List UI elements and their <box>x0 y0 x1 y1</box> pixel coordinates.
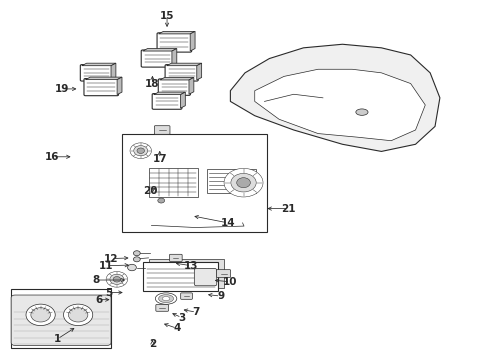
Text: 6: 6 <box>95 295 102 305</box>
Bar <box>207 169 256 193</box>
Polygon shape <box>154 92 185 95</box>
Text: 9: 9 <box>217 291 224 301</box>
FancyBboxPatch shape <box>158 79 191 95</box>
Polygon shape <box>85 77 122 80</box>
Circle shape <box>26 304 55 325</box>
Polygon shape <box>172 49 177 66</box>
Polygon shape <box>82 63 116 66</box>
Circle shape <box>231 174 256 192</box>
FancyBboxPatch shape <box>157 33 192 52</box>
FancyBboxPatch shape <box>154 126 170 134</box>
Text: 2: 2 <box>149 339 156 349</box>
Bar <box>143 262 219 291</box>
Text: 14: 14 <box>220 218 235 228</box>
FancyBboxPatch shape <box>156 305 169 311</box>
Circle shape <box>110 274 124 284</box>
Polygon shape <box>111 63 116 80</box>
Text: 20: 20 <box>143 186 157 196</box>
Text: 19: 19 <box>55 84 70 94</box>
Polygon shape <box>255 69 425 141</box>
Text: 4: 4 <box>173 323 180 333</box>
Text: 5: 5 <box>105 288 112 297</box>
Polygon shape <box>189 77 194 94</box>
FancyBboxPatch shape <box>80 64 113 81</box>
Text: 13: 13 <box>184 261 198 271</box>
Circle shape <box>130 143 151 158</box>
Text: 3: 3 <box>178 312 185 323</box>
Circle shape <box>134 145 147 156</box>
Text: 12: 12 <box>104 253 118 264</box>
Polygon shape <box>143 49 177 51</box>
Text: 21: 21 <box>282 203 296 213</box>
Polygon shape <box>160 77 194 80</box>
Text: 15: 15 <box>160 11 174 21</box>
Circle shape <box>137 148 145 153</box>
FancyBboxPatch shape <box>84 78 119 96</box>
Bar <box>149 259 224 288</box>
Circle shape <box>113 276 121 282</box>
Circle shape <box>133 251 140 256</box>
Circle shape <box>224 168 263 197</box>
Polygon shape <box>159 31 195 34</box>
Circle shape <box>69 308 88 322</box>
FancyBboxPatch shape <box>152 94 182 109</box>
FancyBboxPatch shape <box>170 254 182 261</box>
Ellipse shape <box>159 294 173 303</box>
FancyBboxPatch shape <box>181 293 193 299</box>
Ellipse shape <box>356 109 368 115</box>
Circle shape <box>133 257 140 262</box>
Circle shape <box>127 264 136 271</box>
FancyBboxPatch shape <box>141 50 173 67</box>
Text: 10: 10 <box>223 277 238 287</box>
Polygon shape <box>117 77 122 95</box>
Circle shape <box>64 304 93 325</box>
Text: 17: 17 <box>152 154 167 163</box>
Ellipse shape <box>155 293 177 304</box>
Circle shape <box>158 198 165 203</box>
Circle shape <box>106 271 127 287</box>
FancyBboxPatch shape <box>195 269 217 286</box>
Polygon shape <box>230 44 440 152</box>
Text: 1: 1 <box>54 334 61 344</box>
Text: 11: 11 <box>99 261 113 271</box>
Polygon shape <box>180 92 185 108</box>
Text: 18: 18 <box>145 78 160 89</box>
Bar <box>149 168 198 197</box>
Bar <box>11 289 111 348</box>
Bar <box>122 134 267 232</box>
Circle shape <box>31 308 50 322</box>
Text: 7: 7 <box>193 307 200 317</box>
Text: 16: 16 <box>45 152 60 162</box>
Polygon shape <box>197 63 202 80</box>
Ellipse shape <box>162 297 170 301</box>
Circle shape <box>237 178 250 188</box>
FancyBboxPatch shape <box>217 270 231 278</box>
FancyBboxPatch shape <box>165 64 198 81</box>
Polygon shape <box>190 31 195 51</box>
Text: 8: 8 <box>93 275 100 285</box>
Polygon shape <box>167 63 202 66</box>
FancyBboxPatch shape <box>11 295 111 345</box>
